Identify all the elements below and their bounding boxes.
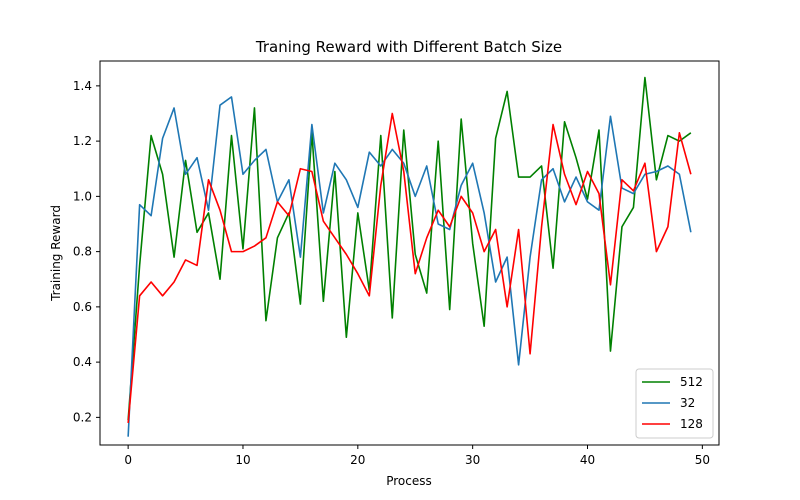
y-tick-label: 0.4 <box>73 355 92 369</box>
y-axis: 0.2 0.4 0.6 0.8 1.0 1.2 1.4 <box>73 79 100 424</box>
x-tick-label: 50 <box>695 453 710 467</box>
y-tick-label: 1.4 <box>73 79 92 93</box>
y-tick-label: 1.2 <box>73 134 92 148</box>
y-tick-label: 1.0 <box>73 189 92 203</box>
series-line-32 <box>127 96 692 437</box>
legend: 512 32 128 <box>635 368 714 439</box>
x-tick-label: 10 <box>235 453 250 467</box>
x-tick-label: 20 <box>350 453 365 467</box>
y-tick-label: 0.8 <box>73 245 92 259</box>
x-tick-label: 30 <box>465 453 480 467</box>
series-line-512 <box>127 76 692 421</box>
legend-label: 128 <box>680 417 703 431</box>
x-tick-label: 0 <box>124 453 132 467</box>
x-axis-label: Process <box>386 474 432 488</box>
y-tick-label: 0.2 <box>73 410 92 424</box>
y-axis-label: Training Reward <box>49 205 63 302</box>
series-layer <box>127 76 692 437</box>
legend-label: 512 <box>680 375 703 389</box>
plot-frame <box>99 60 720 446</box>
series-line-128 <box>127 112 692 423</box>
chart-title: Traning Reward with Different Batch Size <box>255 38 562 56</box>
legend-box <box>635 368 714 439</box>
legend-label: 32 <box>680 396 695 410</box>
y-tick-label: 0.6 <box>73 300 92 314</box>
x-axis: 0 10 20 30 40 50 <box>124 445 710 467</box>
x-tick-label: 40 <box>580 453 595 467</box>
